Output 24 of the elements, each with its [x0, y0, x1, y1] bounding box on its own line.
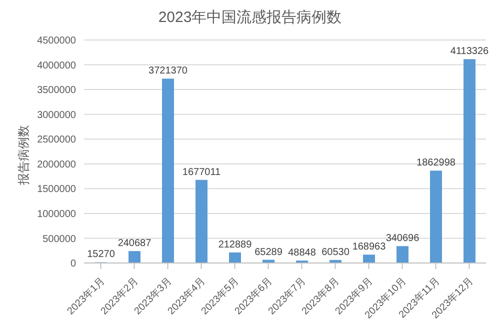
y-tick-label: 1500000	[37, 184, 76, 196]
data-label: 48848	[288, 248, 316, 259]
y-tick-label: 3000000	[37, 110, 76, 121]
data-label: 1677011	[182, 166, 222, 178]
y-tick-label: 500000	[42, 234, 76, 245]
y-tick-label: 2000000	[37, 159, 76, 170]
chart-title: 2023年中国流感报告病例数	[157, 8, 343, 27]
y-tick-label: 0	[70, 258, 76, 270]
data-label: 15270	[87, 249, 116, 260]
data-label: 340696	[386, 233, 420, 244]
y-tick-label: 3500000	[37, 85, 76, 96]
data-label: 212889	[218, 239, 252, 250]
y-tick-label: 1000000	[37, 208, 76, 220]
data-label: 240687	[118, 238, 152, 250]
y-tick-label: 4000000	[37, 60, 76, 72]
data-label: 4113326	[450, 46, 490, 58]
data-label: 3721370	[148, 66, 188, 77]
data-label: 60530	[322, 247, 350, 258]
data-label: 65289	[254, 246, 283, 258]
y-axis-title: 报告病例数	[16, 125, 32, 185]
data-label: 168963	[352, 242, 386, 253]
y-tick-label: 2500000	[37, 134, 76, 146]
data-label: 1862998	[416, 158, 456, 169]
y-tick-label: 4500000	[37, 36, 76, 47]
